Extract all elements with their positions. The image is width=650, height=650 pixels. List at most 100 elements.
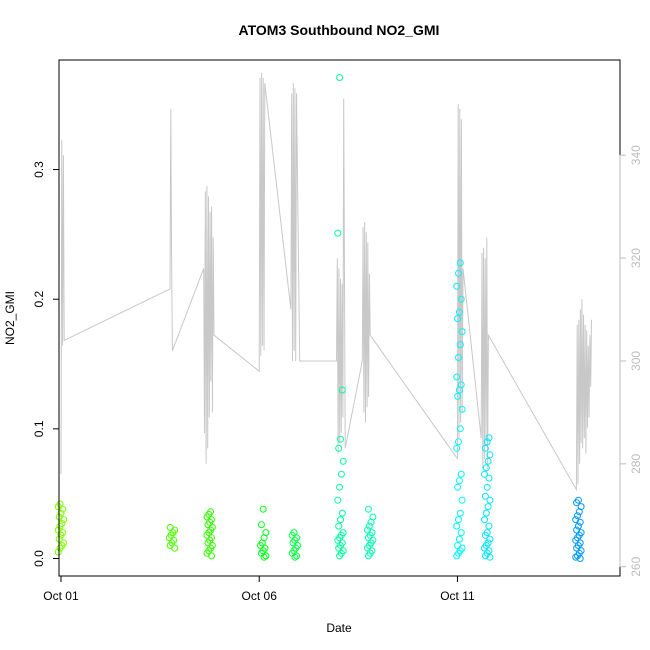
x-tick-label: Oct 01 bbox=[43, 589, 79, 603]
y-tick-label: 0.3 bbox=[32, 161, 46, 178]
data-point bbox=[482, 464, 490, 472]
data-point bbox=[334, 229, 342, 237]
y-axis: 0.0 0.1 0.2 0.3 bbox=[32, 161, 60, 567]
data-point bbox=[574, 512, 581, 520]
data-point bbox=[454, 315, 462, 323]
data-point bbox=[336, 74, 344, 81]
y2-axis: 260 280 300 320 340 bbox=[619, 145, 643, 577]
data-point bbox=[453, 373, 461, 381]
data-point bbox=[572, 553, 580, 561]
data-point bbox=[455, 354, 462, 361]
data-point bbox=[574, 522, 582, 530]
x-tick-label: Oct 06 bbox=[242, 589, 278, 603]
data-point bbox=[364, 526, 371, 534]
data-point bbox=[335, 444, 343, 452]
data-point bbox=[207, 508, 215, 516]
y-axis-label: NO2_GMI bbox=[3, 291, 17, 345]
data-point bbox=[481, 444, 489, 452]
data-point bbox=[483, 529, 491, 537]
data-point bbox=[54, 526, 62, 534]
y-tick-label: 0.0 bbox=[32, 550, 46, 567]
data-point bbox=[455, 477, 463, 485]
data-point bbox=[457, 295, 465, 303]
data-point bbox=[456, 509, 464, 517]
data-point bbox=[259, 505, 267, 513]
data-point bbox=[482, 509, 490, 517]
data-point bbox=[457, 381, 465, 389]
data-point bbox=[481, 492, 489, 500]
data-point bbox=[369, 513, 377, 521]
y2-tick-label: 320 bbox=[629, 248, 643, 268]
data-point bbox=[337, 470, 345, 478]
data-point bbox=[454, 392, 462, 400]
data-point bbox=[453, 522, 461, 530]
data-point bbox=[486, 535, 494, 543]
line-series bbox=[60, 72, 592, 492]
data-point bbox=[458, 405, 466, 413]
series-line bbox=[60, 72, 592, 492]
data-point bbox=[338, 386, 346, 394]
y2-tick-label: 280 bbox=[629, 454, 643, 474]
y2-tick-label: 340 bbox=[629, 145, 643, 165]
data-point bbox=[457, 470, 465, 478]
data-point bbox=[455, 535, 463, 543]
data-point bbox=[454, 542, 462, 549]
data-point bbox=[485, 522, 493, 530]
data-point bbox=[337, 435, 344, 443]
data-point bbox=[54, 548, 62, 556]
data-point bbox=[453, 282, 461, 290]
y2-tick-label: 300 bbox=[629, 351, 643, 371]
data-point bbox=[484, 539, 492, 547]
data-point bbox=[455, 308, 463, 316]
x-axis: Oct 01 Oct 06 Oct 11 bbox=[43, 575, 475, 603]
data-point bbox=[166, 523, 174, 531]
data-point bbox=[456, 259, 464, 267]
data-point bbox=[455, 269, 462, 277]
data-point bbox=[458, 328, 466, 336]
data-point bbox=[458, 496, 466, 504]
data-point bbox=[481, 470, 488, 478]
data-point bbox=[262, 529, 270, 537]
data-point bbox=[456, 425, 464, 433]
data-point bbox=[56, 500, 64, 508]
data-point bbox=[335, 522, 343, 530]
data-point bbox=[454, 483, 462, 491]
y-tick-label: 0.1 bbox=[32, 420, 46, 437]
data-point bbox=[334, 496, 342, 504]
data-point bbox=[485, 434, 493, 442]
data-point bbox=[483, 438, 491, 446]
data-point bbox=[573, 526, 581, 534]
data-point bbox=[574, 496, 582, 504]
data-point bbox=[484, 457, 492, 465]
data-point bbox=[453, 444, 461, 452]
y2-tick-label: 260 bbox=[629, 556, 643, 576]
y-tick-label: 0.2 bbox=[32, 291, 46, 308]
x-tick-label: Oct 11 bbox=[440, 589, 475, 603]
data-point bbox=[339, 457, 347, 465]
data-point bbox=[486, 451, 494, 459]
point-series bbox=[54, 74, 585, 562]
data-point bbox=[336, 483, 344, 491]
data-point bbox=[337, 516, 344, 524]
x-axis-label: Date bbox=[326, 621, 352, 635]
data-point bbox=[456, 341, 464, 349]
data-point bbox=[483, 483, 491, 491]
data-point bbox=[486, 496, 494, 504]
data-point bbox=[577, 503, 585, 511]
data-point bbox=[457, 529, 465, 537]
data-point bbox=[365, 522, 373, 530]
data-point bbox=[364, 505, 372, 513]
data-point bbox=[338, 509, 346, 517]
data-point bbox=[455, 516, 462, 524]
data-point bbox=[57, 509, 65, 517]
data-point bbox=[60, 539, 68, 547]
data-point bbox=[572, 516, 580, 524]
data-point bbox=[484, 503, 492, 511]
data-point bbox=[485, 474, 493, 482]
data-point bbox=[257, 521, 265, 529]
data-point bbox=[339, 529, 347, 537]
chart-title: ATOM3 Southbound NO2_GMI bbox=[239, 22, 440, 38]
data-point bbox=[455, 438, 462, 446]
data-point bbox=[481, 516, 488, 524]
